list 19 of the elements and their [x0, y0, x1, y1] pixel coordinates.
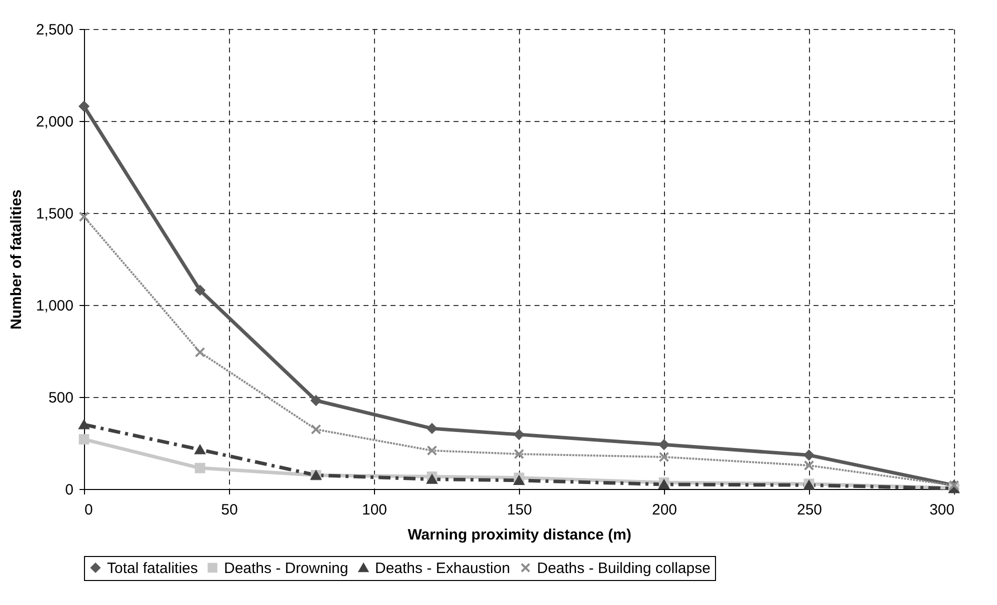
legend-label: Deaths - Drowning — [224, 560, 348, 577]
x-tick-label: 50 — [221, 502, 238, 518]
x-tick-label: 150 — [506, 502, 532, 518]
x-tick-label: 0 — [84, 502, 93, 518]
y-axis-title: Number of fatalities — [8, 189, 25, 330]
legend-label: Total fatalities — [107, 560, 198, 577]
y-tick-label: 500 — [48, 390, 74, 406]
legend-label: Deaths - Exhaustion — [375, 560, 510, 577]
y-tick-label: 1,000 — [36, 298, 74, 314]
x-tick-label: 100 — [362, 502, 388, 518]
x-axis-title: Warning proximity distance (m) — [408, 526, 632, 544]
y-tick-label: 2,500 — [36, 22, 74, 38]
x-tick-label: 200 — [652, 502, 678, 518]
y-tick-label: 2,000 — [36, 114, 74, 130]
x-tick-label: 300 — [929, 502, 954, 518]
legend-label: Deaths - Building collapse — [537, 560, 710, 577]
x-tick-label: 250 — [796, 502, 822, 518]
y-tick-label: 1,500 — [36, 206, 74, 222]
y-tick-label: 0 — [65, 482, 74, 498]
